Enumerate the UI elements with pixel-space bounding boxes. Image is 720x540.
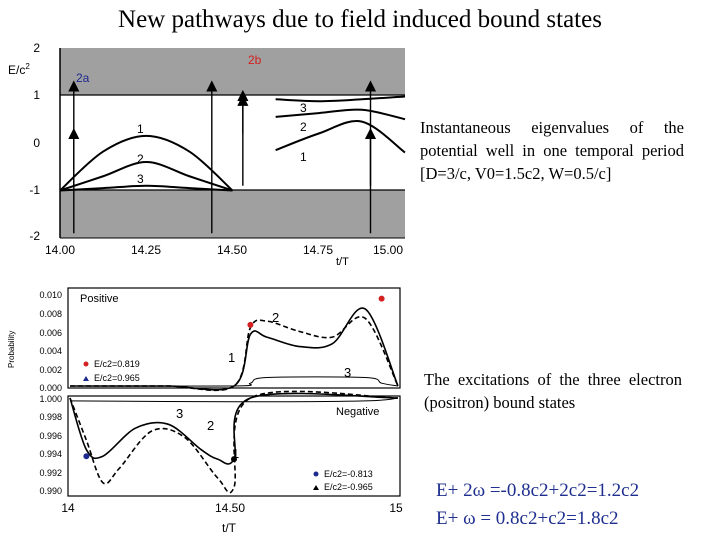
- x-tick-14.25: 14.25: [131, 243, 161, 257]
- x-tick-14.00: 14.00: [45, 243, 75, 257]
- positive-panel-frame: [67, 287, 401, 389]
- pos-y-tick-0.008: 0.008: [39, 309, 62, 319]
- eigen-curve-right-2: [275, 108, 406, 121]
- excitation-description-text: The excitations of the three electron (p…: [424, 370, 682, 412]
- neg-y-tick-0.996: 0.996: [39, 431, 62, 441]
- pos-y-tick-0.010: 0.010: [39, 290, 62, 300]
- eigen-curve-right-1: [275, 120, 406, 154]
- level-label-2-right: 2: [300, 120, 307, 134]
- eigenvalue-chart: E/c2 2 1 0 -1 -2 14.00 14.25 14.50 14.75…: [8, 41, 406, 268]
- level-label-2-left: 2: [137, 152, 144, 166]
- y-tick-0: 0: [33, 136, 40, 150]
- prob-curve-3: [69, 376, 399, 387]
- marker-point-2: [378, 295, 385, 302]
- annotation-2b: 2b: [248, 53, 262, 67]
- x-tick-14.75: 14.75: [303, 243, 333, 257]
- probability-axis-label: Probability: [7, 331, 16, 368]
- formula-one-photon: E+ ω = 0.8c2+c2=1.8c2: [436, 508, 619, 529]
- pos-curve-label-3: 3: [344, 365, 351, 380]
- legend-negative-2: E/c2=-0.965: [324, 482, 373, 492]
- legend-marker-negative-1: [313, 471, 319, 477]
- negative-probability-panel: Negative 1.000 0.998 0.996 0.994 0.992 0…: [39, 390, 403, 535]
- pos-y-tick-0.000: 0.000: [39, 383, 62, 393]
- slide-title: New pathways due to field induced bound …: [118, 6, 602, 33]
- shaded-band-lower: [60, 190, 405, 238]
- level-label-3-right: 3: [300, 101, 307, 115]
- negative-panel-title: Negative: [336, 406, 379, 418]
- neg-x-tick-14: 14: [61, 501, 75, 515]
- legend-negative-1: E/c2=-0.813: [324, 469, 373, 479]
- excitation-description: The excitations of the three electron (p…: [424, 368, 682, 414]
- y-axis-label: E/c2: [8, 62, 30, 77]
- legend-positive-2: E/c2=0.965: [94, 373, 140, 383]
- level-label-1-right: 1: [300, 150, 307, 164]
- pos-y-tick-0.002: 0.002: [39, 365, 62, 375]
- neg-y-tick-0.990: 0.990: [39, 486, 62, 496]
- positive-panel-title: Positive: [80, 293, 119, 305]
- annotation-2a: 2a: [76, 71, 90, 85]
- pos-curve-label-1: 1: [228, 350, 235, 365]
- y-tick-2: 2: [33, 41, 40, 55]
- level-label-1-left: 1: [137, 122, 144, 136]
- y-tick-1: 1: [33, 88, 40, 102]
- marker-point-1: [247, 321, 254, 328]
- neg-x-tick-14.50: 14.50: [215, 501, 245, 515]
- eigen-curves: [59, 95, 406, 192]
- eigen-curve-right-3: [275, 95, 406, 103]
- neg-y-tick-1.000: 1.000: [39, 394, 62, 404]
- neg-x-tick-15: 15: [389, 501, 403, 515]
- formula-two-photon: E+ 2ω =-0.8c2+2c2=1.2c2: [436, 480, 640, 501]
- prob-curve-3: [69, 397, 399, 403]
- neg-y-tick-0.992: 0.992: [39, 468, 62, 478]
- level-label-3-left: 3: [137, 172, 144, 186]
- eigen-curve-left-3: [59, 184, 233, 192]
- eigenvalue-description: Instantaneous eigenvalues of the potenti…: [420, 116, 684, 185]
- legend-marker-positive-1: [83, 361, 89, 367]
- y-tick-m2: -2: [29, 229, 40, 243]
- pos-y-tick-0.006: 0.006: [39, 328, 62, 338]
- shaded-band-upper: [60, 48, 405, 96]
- neg-y-tick-0.994: 0.994: [39, 449, 62, 459]
- marker-point-2: [231, 456, 237, 463]
- transition-arrows: [68, 80, 377, 234]
- marker-point-1: [83, 453, 90, 460]
- neg-x-axis-label: t/T: [222, 521, 237, 535]
- neg-curve-label-1: 1: [232, 446, 239, 461]
- x-tick-15.00: 15.00: [373, 243, 403, 257]
- x-tick-14.50: 14.50: [217, 243, 247, 257]
- y-tick-m1: -1: [29, 183, 40, 197]
- neg-y-tick-0.998: 0.998: [39, 412, 62, 422]
- eigen-curve-left-2: [59, 160, 233, 192]
- pos-curve-label-2: 2: [272, 310, 279, 325]
- neg-curve-label-2: 2: [207, 418, 214, 433]
- neg-curve-label-3: 3: [176, 406, 183, 421]
- eigen-curve-left-1: [59, 134, 234, 192]
- negative-curves: [69, 390, 399, 494]
- legend-marker-positive-2: [83, 376, 89, 381]
- legend-marker-negative-2: [313, 485, 319, 490]
- positive-probability-panel: Positive Probability 0.010 0.008 0.006 0…: [7, 287, 401, 393]
- legend-positive-1: E/c2=0.819: [94, 359, 140, 369]
- eigenvalue-description-text: Instantaneous eigenvalues of the potenti…: [420, 118, 684, 183]
- positive-curves: [69, 295, 399, 392]
- prob-curve-dashed: [69, 390, 399, 494]
- x-axis-label: t/T: [336, 256, 349, 268]
- pos-y-tick-0.004: 0.004: [39, 346, 62, 356]
